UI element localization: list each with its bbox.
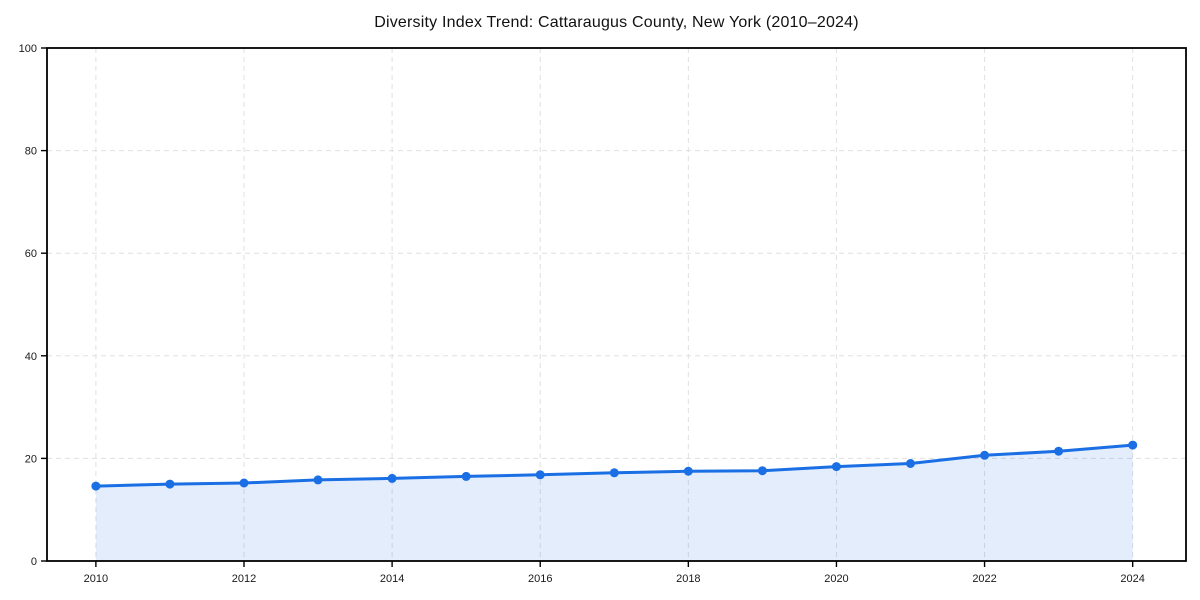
data-point-2010 (91, 481, 101, 491)
x-tick-label-2020: 2020 (824, 573, 848, 585)
data-point-2020 (831, 462, 841, 472)
x-tick-label-2018: 2018 (676, 573, 700, 585)
data-point-2014 (387, 473, 397, 483)
data-point-2017 (609, 468, 619, 478)
data-point-2024 (1128, 440, 1138, 450)
data-point-2018 (683, 466, 693, 476)
data-point-2019 (757, 466, 767, 476)
data-point-2022 (980, 450, 990, 460)
y-tick-label-20: 20 (25, 453, 37, 465)
area-fill (95, 445, 1133, 561)
x-tick-label-2012: 2012 (232, 573, 256, 585)
x-tick-label-2014: 2014 (380, 573, 404, 585)
data-point-2013 (313, 475, 323, 485)
data-point-2015 (461, 471, 471, 481)
x-tick-label-2016: 2016 (528, 573, 552, 585)
x-tick-label-2010: 2010 (84, 573, 108, 585)
y-tick-label-60: 60 (25, 248, 37, 260)
x-tick-label-2022: 2022 (972, 573, 996, 585)
data-point-2021 (906, 459, 915, 468)
plot-border (46, 47, 1187, 562)
data-point-2011 (165, 479, 175, 489)
y-tick-label-80: 80 (25, 146, 37, 158)
data-point-2016 (535, 470, 545, 480)
y-tick-label-100: 100 (19, 43, 37, 55)
x-tick-label-2024: 2024 (1120, 573, 1144, 585)
y-tick-label-0: 0 (31, 556, 37, 568)
y-tick-label-40: 40 (25, 351, 37, 363)
data-point-2012 (239, 478, 249, 488)
chart-title: Diversity Index Trend: Cattaraugus Count… (374, 14, 859, 31)
data-point-2023 (1054, 446, 1064, 456)
